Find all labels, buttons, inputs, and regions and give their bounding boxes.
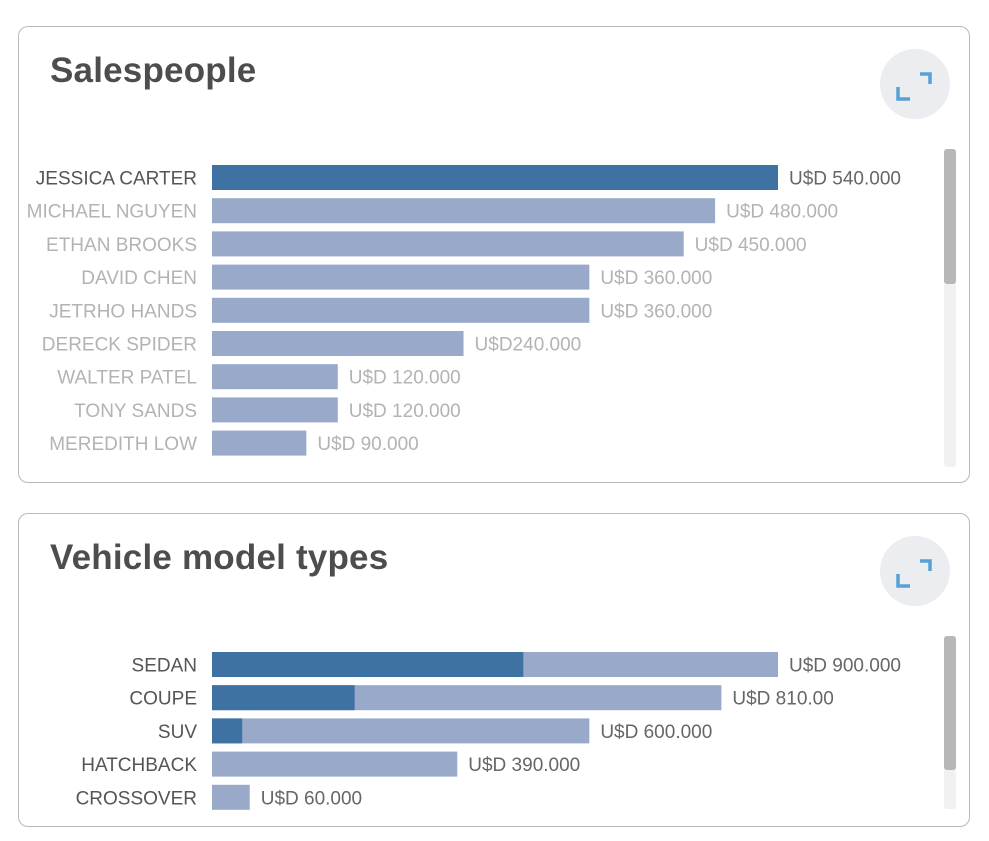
bar[interactable]	[212, 297, 590, 323]
category-label: MEREDITH LOW	[49, 434, 197, 455]
bar-highlight-segment[interactable]	[212, 685, 355, 711]
bar[interactable]	[212, 198, 716, 224]
category-label: JESSICA CARTER	[36, 169, 197, 190]
salespeople-card: Salespeople JESSICA CARTER U$D 540.000 MIC…	[18, 26, 970, 483]
salespeople-expand-button[interactable]	[880, 49, 950, 119]
vehicle-models-title: Vehicle model types	[50, 538, 389, 577]
salespeople-scroll-thumb[interactable]	[944, 149, 956, 284]
bar[interactable]	[212, 331, 464, 356]
bar[interactable]	[212, 430, 307, 456]
category-label: COUPE	[129, 689, 197, 710]
expand-icon	[896, 72, 932, 101]
category-label: ETHAN BROOKS	[46, 235, 197, 256]
value-label: U$D 360.000	[600, 301, 712, 322]
category-label: TONY SANDS	[74, 401, 197, 422]
value-label: U$D240.000	[475, 335, 582, 356]
category-label: DAVID CHEN	[81, 268, 197, 289]
salespeople-title: Salespeople	[50, 51, 257, 90]
value-label: U$D 900.000	[789, 656, 901, 677]
expand-icon	[896, 559, 932, 588]
salespeople-scrollbar[interactable]	[944, 149, 956, 467]
value-label: U$D 90.000	[317, 434, 418, 455]
vehicle-models-scrollbar[interactable]	[944, 636, 956, 809]
bar[interactable]	[212, 364, 338, 390]
bar[interactable]	[212, 751, 458, 777]
bar[interactable]	[212, 784, 250, 810]
category-label: SUV	[158, 722, 197, 743]
category-label: WALTER PATEL	[57, 368, 197, 389]
vehicle-models-scroll-thumb[interactable]	[944, 636, 956, 770]
value-label: U$D 120.000	[349, 401, 461, 422]
value-label: U$D 360.000	[600, 268, 712, 289]
value-label: U$D 60.000	[261, 788, 362, 809]
salespeople-chart: JESSICA CARTER U$D 540.000 MICHAEL NGUYEN U…	[27, 165, 901, 456]
value-label: U$D 540.000	[789, 169, 901, 190]
category-label: SEDAN	[132, 656, 197, 677]
category-label: CROSSOVER	[76, 788, 197, 809]
value-label: U$D 480.000	[726, 202, 838, 223]
bar[interactable]	[212, 718, 590, 744]
bar[interactable]	[212, 231, 684, 257]
value-label: U$D 390.000	[468, 755, 580, 776]
category-label: JETRHO HANDS	[49, 301, 197, 322]
category-label: DERECK SPIDER	[42, 335, 197, 356]
category-label: MICHAEL NGUYEN	[27, 202, 197, 223]
bar-highlight-segment[interactable]	[212, 718, 243, 744]
category-label: HATCHBACK	[81, 755, 197, 776]
value-label: U$D 810.00	[732, 689, 833, 710]
value-label: U$D 120.000	[349, 368, 461, 389]
vehicle-models-chart: SEDAN U$D 900.000 COUPE U$D 810.00 SUV U$D 60…	[76, 652, 901, 810]
bar[interactable]	[212, 165, 778, 190]
value-label: U$D 600.000	[600, 722, 712, 743]
bar[interactable]	[212, 397, 338, 423]
bar-highlight-segment[interactable]	[212, 652, 524, 677]
vehicle-models-card: Vehicle model types SEDAN U$D 900.000 COUP…	[18, 513, 970, 827]
vehicle-models-expand-button[interactable]	[880, 536, 950, 606]
value-label: U$D 450.000	[695, 235, 807, 256]
bar[interactable]	[212, 264, 590, 290]
